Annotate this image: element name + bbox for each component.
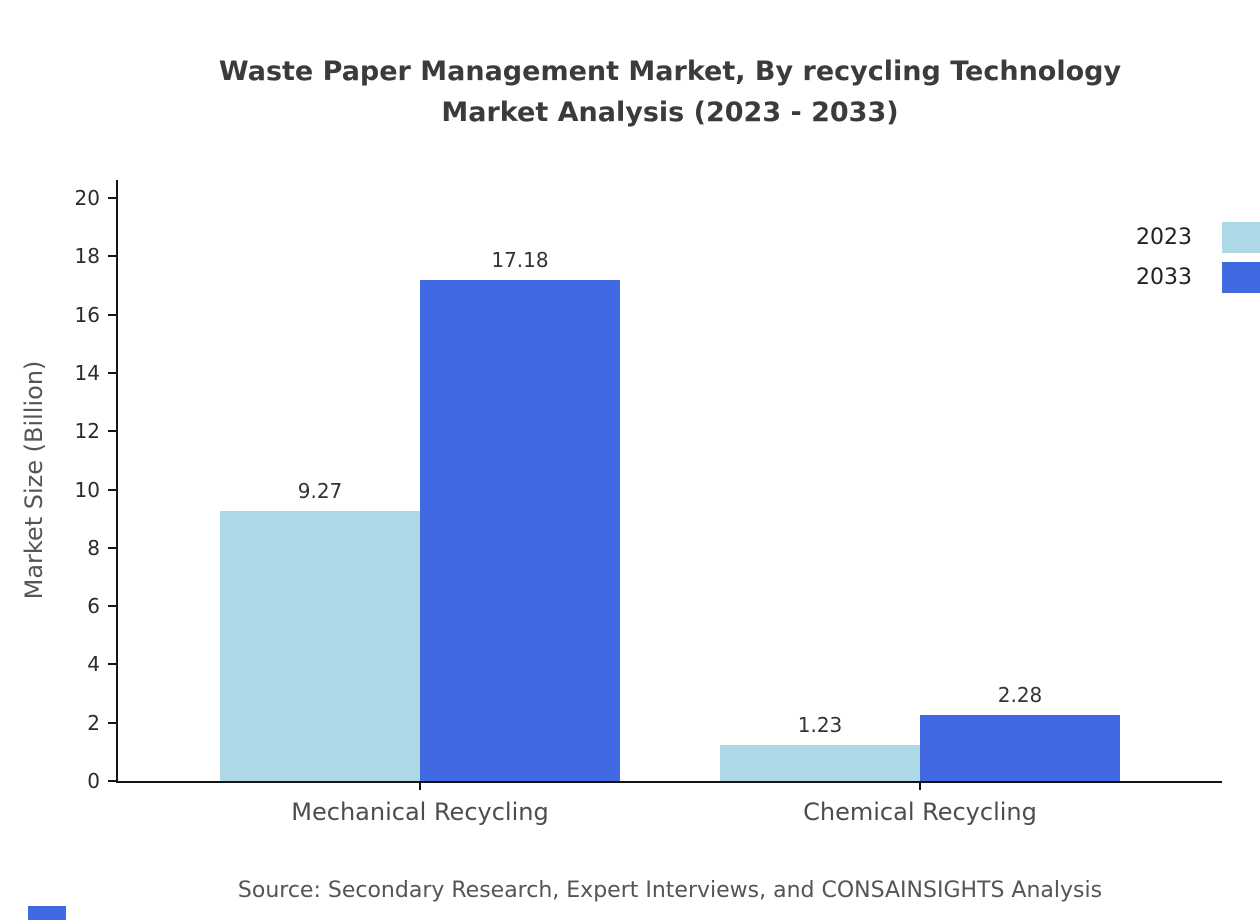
legend-swatch-2033 — [1222, 262, 1260, 293]
y-tick-16 — [108, 313, 116, 316]
y-axis-line — [116, 180, 118, 781]
value-label-2033-chemical-recycling: 2.28 — [997, 682, 1043, 707]
legend-item-2033: 2033 — [1136, 262, 1260, 293]
y-tick-label-16: 16 — [74, 302, 100, 327]
bar-2033-mechanical-recycling — [420, 280, 620, 781]
y-tick-6 — [108, 605, 116, 608]
source-note: Source: Secondary Research, Expert Inter… — [237, 878, 1103, 903]
y-tick-4 — [108, 663, 116, 666]
y-tick-label-20: 20 — [74, 186, 100, 210]
y-tick-label-0: 0 — [87, 769, 100, 793]
legend-label-2023: 2023 — [1136, 225, 1192, 250]
y-tick-label-8: 8 — [87, 535, 100, 560]
x-tick-chemical-recycling — [919, 781, 921, 790]
y-tick-label-18: 18 — [74, 244, 100, 269]
x-tick-mechanical-recycling — [419, 781, 421, 790]
y-tick-18 — [108, 255, 116, 258]
y-tick-10 — [108, 488, 116, 491]
y-tick-label-4: 4 — [87, 652, 100, 677]
plot-area: 0 2 4 6 8 10 12 14 16 18 20 9.27 17.18 Mechanical Rec… — [75, 180, 1222, 826]
chart-title: Waste Paper Management Market, By recycl… — [80, 51, 1260, 133]
y-tick-12 — [108, 430, 116, 433]
legend: 2023 2033 — [1136, 222, 1260, 293]
bar-2033-chemical-recycling — [920, 714, 1120, 781]
legend-item-2023: 2023 — [1136, 222, 1260, 253]
x-category-label-chemical-recycling: Chemical Recycling — [803, 798, 1037, 826]
y-tick-label-14: 14 — [74, 360, 100, 385]
x-axis-line — [116, 781, 1222, 783]
bar-2023-chemical-recycling — [720, 745, 920, 781]
legend-label-2033: 2033 — [1136, 265, 1192, 290]
y-tick-label-10: 10 — [74, 477, 100, 502]
bar-2023-mechanical-recycling — [220, 510, 420, 781]
y-tick-8 — [108, 546, 116, 549]
y-tick-14 — [108, 371, 116, 374]
legend-swatch-2023 — [1222, 222, 1260, 253]
y-tick-label-12: 12 — [74, 419, 100, 444]
y-tick-label-6: 6 — [87, 594, 100, 619]
logo-fragment — [28, 906, 66, 920]
value-label-2023-chemical-recycling: 1.23 — [797, 713, 843, 738]
y-tick-0 — [108, 780, 116, 782]
value-label-2033-mechanical-recycling: 17.18 — [491, 248, 549, 273]
value-label-2023-mechanical-recycling: 9.27 — [297, 478, 343, 503]
y-tick-label-2: 2 — [87, 710, 100, 735]
chart-title-line1: Waste Paper Management Market, By recycl… — [218, 56, 1122, 87]
chart-title-line2: Market Analysis (2023 - 2033) — [441, 97, 899, 128]
x-category-label-mechanical-recycling: Mechanical Recycling — [291, 798, 549, 826]
y-tick-20 — [108, 197, 116, 199]
y-tick-2 — [108, 721, 116, 724]
